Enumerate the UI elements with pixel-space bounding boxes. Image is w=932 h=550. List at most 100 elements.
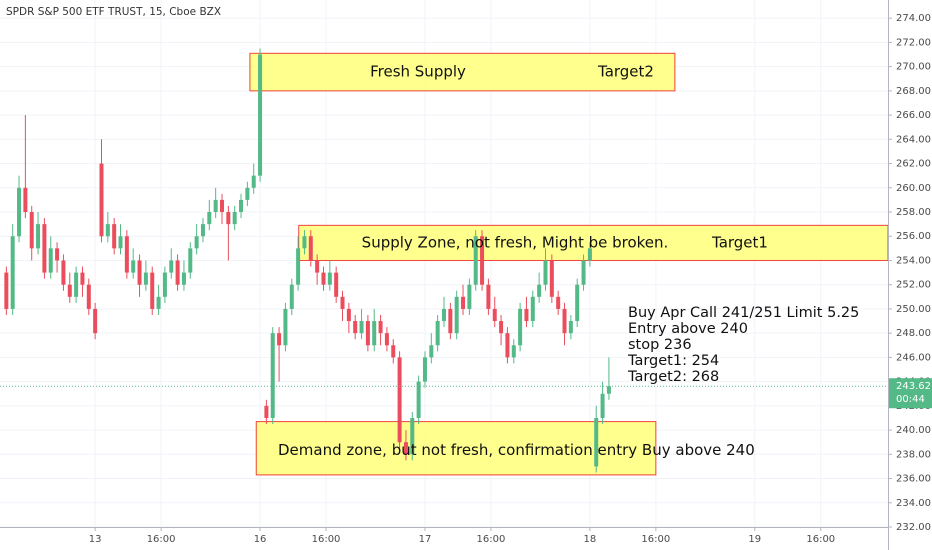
y-tick-label: 246.00	[896, 352, 931, 363]
candle-body	[442, 308, 446, 322]
candle-body	[118, 236, 123, 249]
candle-body	[429, 345, 434, 358]
candle-body	[562, 308, 567, 334]
candle-body	[137, 260, 142, 285]
candle-body	[499, 321, 504, 334]
candle-body	[505, 333, 510, 358]
zone-label: Fresh Supply	[370, 63, 466, 81]
candle-body	[359, 321, 364, 334]
candle-body	[537, 284, 542, 297]
x-tick-label: 16:00	[641, 534, 670, 545]
candle-body	[549, 260, 554, 297]
candle-body	[556, 296, 561, 309]
y-tick-label: 274.00	[896, 13, 931, 24]
y-tick-label: 272.00	[896, 37, 931, 48]
y-tick-label: 252.00	[896, 280, 931, 291]
candle-body	[200, 224, 205, 237]
candle-body	[587, 248, 592, 261]
candle-body	[524, 308, 529, 322]
candle-body	[340, 296, 345, 309]
last-price-box	[889, 378, 932, 409]
x-tick-label: 16:00	[477, 534, 506, 545]
y-tick-label: 260.00	[896, 183, 931, 194]
candle-body	[575, 284, 580, 322]
x-tick-label: 13	[89, 534, 102, 545]
candle-body	[99, 163, 104, 237]
candle-body	[334, 272, 339, 297]
candle-body	[283, 308, 288, 346]
candle-body	[194, 236, 199, 249]
candle-body	[568, 321, 573, 334]
candle-body	[270, 333, 275, 418]
candle-body	[207, 212, 212, 225]
candle-body	[29, 212, 34, 249]
candle-body	[36, 224, 41, 249]
candle-body	[384, 333, 389, 346]
zone	[249, 52, 676, 92]
note-line: Target1: 254	[627, 353, 719, 369]
candle-body	[321, 272, 326, 285]
candle-body	[175, 260, 180, 285]
chart-title: SPDR S&P 500 ETF TRUST, 15, Cboe BZX	[6, 6, 221, 18]
zone-label: Target2	[597, 63, 654, 81]
candle-body	[220, 199, 224, 213]
candle-body	[600, 393, 605, 418]
candle-body	[410, 417, 415, 455]
candle-body	[454, 296, 459, 334]
candle-body	[277, 333, 282, 346]
candle-body	[74, 272, 79, 297]
candle-body	[156, 296, 161, 309]
candle-body	[213, 199, 218, 213]
y-tick-label: 248.00	[896, 328, 931, 339]
candle-body	[105, 224, 110, 237]
candle-body	[543, 260, 548, 285]
x-tick-label: 16:00	[312, 534, 341, 545]
candle-body	[473, 236, 478, 285]
candle-body	[17, 187, 22, 237]
candle-body	[486, 284, 491, 309]
candle-body	[169, 260, 174, 273]
note-line: Entry above 240	[628, 321, 748, 337]
candle-body	[80, 272, 85, 285]
y-tick-label: 250.00	[896, 304, 931, 315]
candle-body	[23, 187, 28, 213]
candle-body	[448, 308, 453, 334]
y-tick-label: 258.00	[896, 207, 931, 218]
candle-body	[245, 187, 250, 200]
y-tick-label: 240.00	[896, 425, 931, 436]
candle-body	[188, 248, 193, 273]
x-tick-label: 16	[254, 534, 267, 545]
candle-body	[55, 248, 60, 261]
candle-body	[391, 345, 396, 358]
candle-body	[594, 417, 599, 467]
candle-body	[606, 386, 611, 394]
candle-body	[378, 321, 383, 334]
candle-body	[435, 321, 440, 346]
candle-body	[365, 321, 370, 346]
candle-body	[327, 272, 332, 285]
candle-body	[467, 284, 472, 309]
y-tick-label: 254.00	[896, 255, 931, 266]
y-tick-label: 270.00	[896, 62, 931, 73]
candle-body	[289, 284, 294, 309]
countdown-label: 00:44	[896, 394, 925, 405]
x-tick-label: 18	[584, 534, 597, 545]
candle-body	[353, 321, 358, 334]
candle-body	[258, 54, 263, 176]
candle-body	[308, 236, 313, 261]
x-tick-label: 16:00	[806, 534, 835, 545]
y-tick-label: 266.00	[896, 110, 931, 121]
candle-body	[181, 272, 186, 285]
y-tick-label: 232.00	[896, 522, 931, 533]
candle-body	[4, 272, 9, 309]
note-line: Buy Apr Call 241/251 Limit 5.25	[628, 305, 859, 321]
candle-body	[162, 272, 167, 297]
candle-body	[372, 321, 377, 346]
y-tick-label: 256.00	[896, 231, 931, 242]
last-price-label: 243.62	[896, 381, 931, 392]
candle-body	[264, 405, 269, 418]
y-tick-label: 234.00	[896, 498, 931, 509]
x-tick-label: 17	[419, 534, 432, 545]
candle-body	[511, 345, 516, 358]
